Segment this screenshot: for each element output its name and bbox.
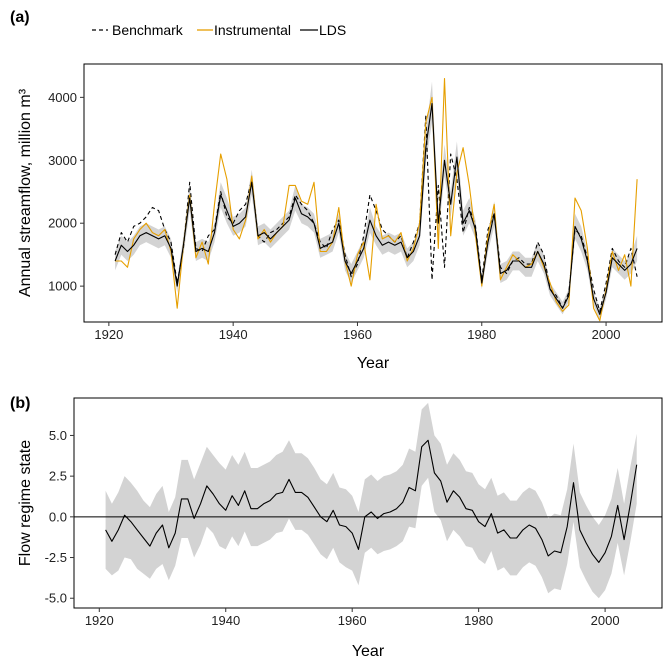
panel-b-x-tick: 1960 <box>338 608 367 628</box>
legend-benchmark-label: Benchmark <box>112 22 184 38</box>
panel-b-y-tick: -5.0 <box>45 591 74 606</box>
panel-b-y-tick: 5.0 <box>49 428 74 443</box>
panel-b-band-area <box>105 402 637 599</box>
panel-b-x-tick-label: 1940 <box>211 613 240 628</box>
panel-a-y-tick: 4000 <box>48 90 84 105</box>
panel-a-x-tick: 1940 <box>219 322 248 342</box>
panel-a-y-tick-label: 4000 <box>48 90 77 105</box>
panel-a-x-tick: 1960 <box>343 322 372 342</box>
panel-b-label: (b) <box>10 395 30 412</box>
panel-b-x-tick-label: 2000 <box>591 613 620 628</box>
panel-a-x-tick: 1920 <box>94 322 123 342</box>
panel-a-x-tick-label: 2000 <box>592 327 621 342</box>
panel-b-x-tick: 1920 <box>85 608 114 628</box>
panel-b-y-tick: 2.5 <box>49 469 74 484</box>
panel-a-band-area <box>115 81 638 321</box>
panel-b-y-tick-label: -5.0 <box>45 591 67 606</box>
panel-a-series-lds <box>114 103 638 315</box>
panel-a-y-axis-title: Annual streamflow, million m³ <box>17 88 34 297</box>
panel-a-y-tick-label: 1000 <box>48 279 77 294</box>
panel-b-x-axis: 1920 1940 1960 1980 2000 <box>85 608 620 628</box>
panel-a-x-tick: 1980 <box>467 322 496 342</box>
panel-a-plot-border <box>83 63 663 323</box>
panel-b-x-tick: 1940 <box>211 608 240 628</box>
panel-b-series-state <box>105 439 638 563</box>
panel-b-y-tick: 0.0 <box>49 509 74 524</box>
panel-a-y-tick-label: 2000 <box>48 216 77 231</box>
panel-b-y-axis-title: Flow regime state <box>17 440 34 566</box>
panel-a-x-tick-label: 1920 <box>94 327 123 342</box>
panel-a-label: (a) <box>10 9 30 26</box>
panel-a: (a) Benchmark Instrumental LDS 1920 1940 1… <box>10 9 663 372</box>
panel-a-y-tick: 3000 <box>48 153 84 168</box>
panel-b-y-tick-label: 0.0 <box>49 509 67 524</box>
legend-instrumental-label: Instrumental <box>214 22 291 38</box>
panel-a-y-axis: 1000 2000 3000 4000 <box>48 90 84 294</box>
panel-a-x-tick: 2000 <box>592 322 621 342</box>
panel-b-series <box>105 439 638 563</box>
panel-a-series-instrumental <box>115 77 638 322</box>
panel-a-uncertainty-band <box>115 81 638 321</box>
panel-a-series <box>114 77 638 322</box>
panel-b-y-tick-label: -2.5 <box>45 550 67 565</box>
panel-a-y-tick: 1000 <box>48 279 84 294</box>
panel-b-x-tick-label: 1920 <box>85 613 114 628</box>
panel-b-x-tick: 1980 <box>464 608 493 628</box>
panel-b-x-axis-title: Year <box>352 643 385 660</box>
panel-b-y-tick-label: 5.0 <box>49 428 67 443</box>
panel-b-uncertainty-band <box>105 402 637 599</box>
panel-b-x-tick-label: 1980 <box>464 613 493 628</box>
panel-a-y-tick: 2000 <box>48 216 84 231</box>
panel-b-y-tick-label: 2.5 <box>49 469 67 484</box>
panel-a-x-tick-label: 1980 <box>467 327 496 342</box>
panel-a-x-axis-title: Year <box>357 355 390 372</box>
panel-a-series-benchmark <box>114 115 638 312</box>
panel-b-y-axis: -5.0 -2.5 0.0 2.5 5.0 <box>45 428 74 606</box>
panel-b-plot-border <box>73 397 663 609</box>
panel-a-y-tick-label: 3000 <box>48 153 77 168</box>
panel-b-x-tick: 2000 <box>591 608 620 628</box>
panel-a-x-tick-label: 1960 <box>343 327 372 342</box>
panel-b-y-tick: -2.5 <box>45 550 74 565</box>
legend-lds-label: LDS <box>319 22 346 38</box>
legend: Benchmark Instrumental LDS <box>92 22 346 38</box>
panel-a-x-tick-label: 1940 <box>219 327 248 342</box>
panel-b-x-tick-label: 1960 <box>338 613 367 628</box>
panel-a-x-axis: 1920 1940 1960 1980 2000 <box>94 322 621 342</box>
panel-b: (b) 1920 1940 1960 1980 2000 -5.0 -2.5 0.0 2.5 5… <box>10 395 663 660</box>
